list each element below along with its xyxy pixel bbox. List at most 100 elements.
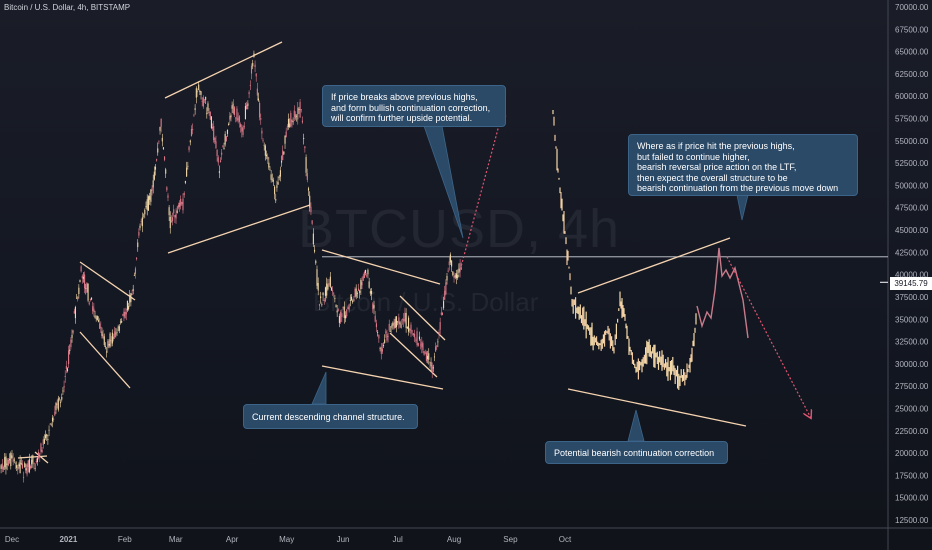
candle-body [219, 160, 222, 162]
candle-body [386, 333, 388, 341]
candle-body [157, 148, 159, 153]
candle-body [66, 368, 69, 372]
candle-body [65, 366, 67, 369]
candle-body [654, 344, 656, 368]
candle-body [374, 315, 376, 322]
candle-body [41, 449, 43, 453]
candle-body [46, 434, 48, 437]
candle-body [243, 125, 245, 128]
candle-body [432, 367, 434, 369]
candle-body [366, 275, 368, 277]
candle-body [693, 333, 695, 347]
candle-body [354, 288, 356, 298]
candle-body [335, 305, 337, 307]
candle-body [271, 179, 273, 181]
candle-body [318, 304, 320, 306]
candle-body [186, 167, 188, 177]
candle-body [359, 290, 361, 293]
candle-body [290, 112, 292, 127]
candle-body [104, 346, 106, 347]
trend-line [167, 204, 311, 254]
candle-body [677, 365, 679, 389]
candle-body [5, 456, 7, 469]
candle-body [692, 340, 694, 347]
candle-body [457, 275, 459, 279]
candle-body [321, 304, 323, 306]
time-tick-label: Dec [5, 535, 19, 544]
candle-body [336, 310, 338, 313]
candle-body [76, 297, 78, 299]
candle-body [275, 199, 277, 201]
candle-body [89, 299, 91, 301]
candle-body [36, 458, 39, 462]
candle-body [344, 315, 347, 319]
candle-body [26, 464, 28, 475]
price-tick-label: 40000.00 [895, 271, 929, 280]
candle-body [653, 344, 655, 368]
candle-body [681, 375, 683, 382]
candle-body [96, 315, 98, 321]
candle-body [122, 314, 124, 316]
candle-body [202, 97, 204, 107]
candle-body [440, 312, 442, 315]
candle-body [612, 340, 614, 351]
candle-body [597, 341, 599, 346]
candle-body [49, 423, 51, 425]
candle-body [648, 339, 650, 357]
candle-body [205, 96, 207, 100]
candle-body [422, 343, 424, 351]
candle-body [101, 331, 103, 336]
candle-body [80, 266, 82, 272]
candle-body [303, 138, 305, 140]
candle-body [404, 312, 406, 322]
candle-body [565, 237, 567, 245]
candle-body [429, 362, 431, 364]
candle-body [577, 306, 579, 315]
candle-body [203, 99, 206, 101]
candle-body [611, 336, 613, 347]
candle-body [230, 115, 232, 118]
price-tick-label: 30000.00 [895, 360, 929, 369]
candles-first-half [0, 50, 462, 483]
candle-body [333, 293, 335, 295]
candle-body [84, 274, 86, 289]
candle-body [314, 249, 316, 252]
candle-body [100, 326, 102, 329]
candle-body [281, 160, 283, 163]
candle-body [237, 118, 239, 120]
candle-body [686, 363, 688, 378]
candle-body [11, 455, 13, 459]
candle-body [63, 385, 65, 388]
candle-body [276, 185, 278, 188]
candle-body [667, 357, 669, 381]
candle-body [306, 173, 308, 180]
trend-line [79, 331, 131, 389]
candle-body [624, 314, 626, 321]
candle-body [659, 351, 661, 363]
candle-body [397, 321, 399, 323]
price-tick-label: 45000.00 [895, 226, 929, 235]
candle-body [441, 312, 443, 316]
candle-body [690, 354, 692, 363]
candle-body [54, 411, 56, 416]
candle-body [637, 358, 639, 380]
candle-body [561, 198, 563, 211]
candle-body [353, 298, 355, 302]
candle-body [33, 462, 35, 465]
candle-body [282, 150, 284, 161]
candle-body [61, 396, 63, 400]
candle-body [315, 260, 317, 264]
candle-body [414, 333, 416, 338]
price-tick-label: 65000.00 [895, 48, 929, 57]
candle-body [342, 307, 344, 309]
candle-body [72, 330, 74, 333]
candle-body [573, 299, 575, 305]
price-tick-label: 37500.00 [895, 293, 929, 302]
callout-pointer [736, 194, 749, 221]
candle-body [246, 104, 248, 110]
price-tick-label: 62500.00 [895, 70, 929, 79]
time-tick-label: May [279, 535, 294, 544]
candle-body [88, 302, 90, 305]
candle-body [103, 336, 105, 346]
